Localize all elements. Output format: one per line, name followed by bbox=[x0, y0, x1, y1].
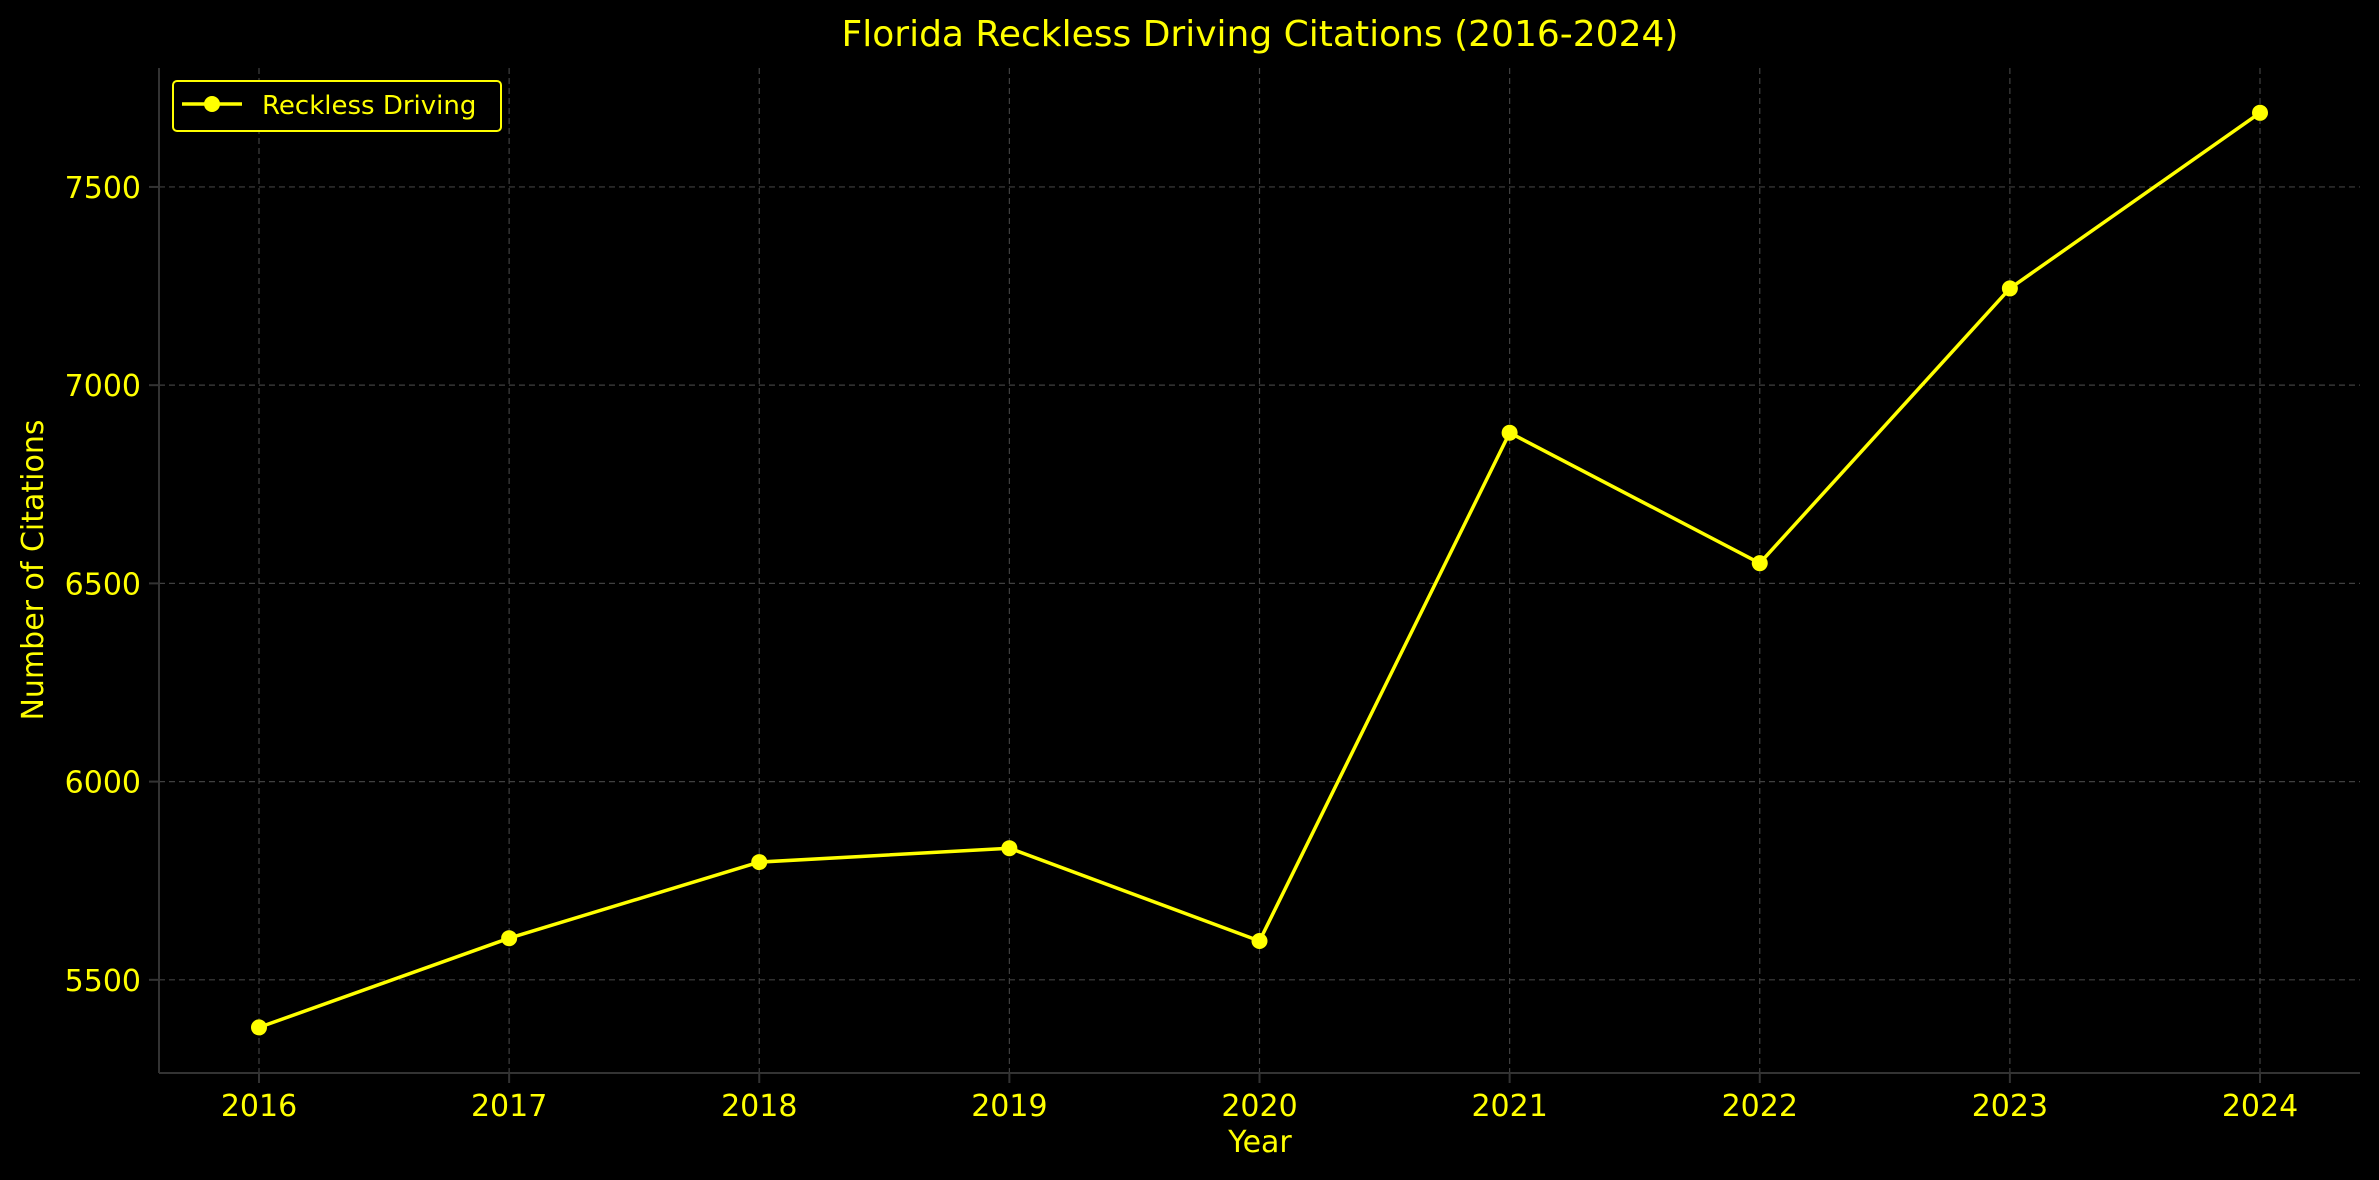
legend-marker-swatch bbox=[204, 96, 220, 112]
x-axis-ticks: 2016 2017 2018 2019 2020 2021 2022 2023 2024 bbox=[221, 1073, 2298, 1124]
data-point bbox=[751, 854, 768, 871]
y-tick-label: 5500 bbox=[65, 964, 141, 999]
y-tick-label: 7500 bbox=[65, 171, 141, 206]
y-tick-label: 7000 bbox=[65, 369, 141, 404]
x-tick-label: 2017 bbox=[471, 1089, 547, 1124]
legend-label-reckless-driving: Reckless Driving bbox=[262, 91, 476, 121]
x-tick-label: 2022 bbox=[1722, 1089, 1798, 1124]
data-point bbox=[501, 930, 518, 947]
x-tick-label: 2018 bbox=[721, 1089, 797, 1124]
data-point bbox=[251, 1019, 267, 1036]
data-point bbox=[1001, 840, 1018, 857]
legend-box bbox=[172, 80, 502, 132]
data-point bbox=[2001, 280, 2018, 297]
x-tick-label: 2021 bbox=[1471, 1089, 1547, 1124]
data-point bbox=[1501, 424, 1518, 441]
series-reckless-driving bbox=[251, 104, 2268, 1036]
y-axis-title: Number of Citations bbox=[16, 419, 51, 720]
chart-title: Florida Reckless Driving Citations (2016… bbox=[842, 14, 1679, 55]
legend[interactable]: Reckless Driving bbox=[172, 80, 502, 132]
y-tick-label: 6500 bbox=[65, 567, 141, 602]
x-tick-label: 2016 bbox=[221, 1089, 297, 1124]
x-tick-label: 2024 bbox=[2222, 1089, 2298, 1124]
y-tick-label: 6000 bbox=[65, 766, 141, 801]
x-tick-label: 2019 bbox=[971, 1089, 1047, 1124]
data-point bbox=[2252, 104, 2268, 121]
y-axis-ticks: 5500 6000 6500 7000 7500 bbox=[65, 171, 159, 999]
data-point bbox=[1751, 555, 1768, 572]
x-axis-title: Year bbox=[1227, 1125, 1292, 1160]
x-tick-label: 2023 bbox=[1972, 1089, 2048, 1124]
x-tick-label: 2020 bbox=[1221, 1089, 1297, 1124]
data-point bbox=[1251, 932, 1268, 949]
